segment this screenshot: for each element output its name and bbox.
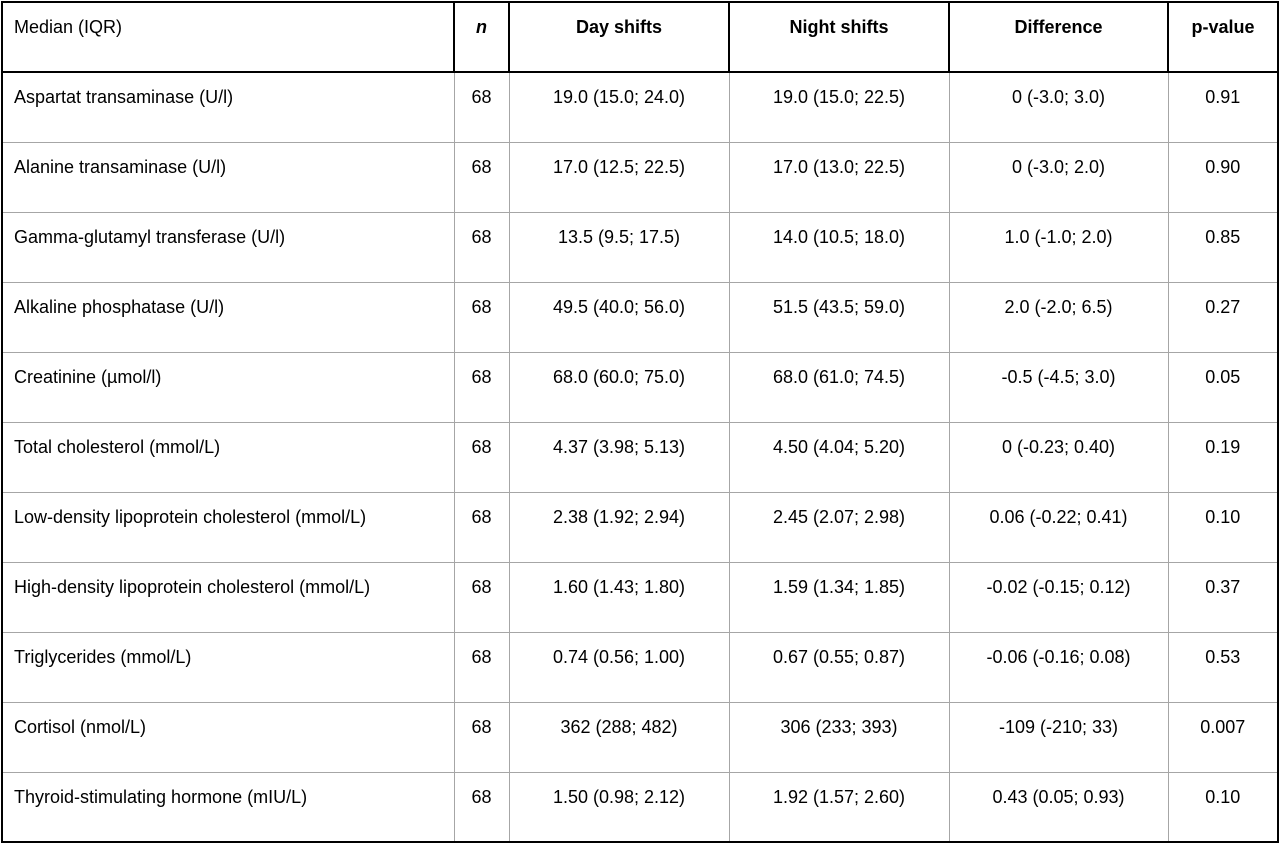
- row-p-value: 0.53: [1167, 631, 1279, 703]
- row-night-shifts: 2.45 (2.07; 2.98): [728, 491, 950, 563]
- row-label: Triglycerides (mmol/L): [1, 631, 455, 703]
- row-day-shifts: 362 (288; 482): [508, 701, 730, 773]
- row-night-shifts: 51.5 (43.5; 59.0): [728, 281, 950, 353]
- table-row: Alkaline phosphatase (U/l) 68 49.5 (40.0…: [1, 281, 1279, 353]
- table-row: Thyroid-stimulating hormone (mIU/L) 68 1…: [1, 771, 1279, 843]
- row-label: Alanine transaminase (U/l): [1, 141, 455, 213]
- table-row: High-density lipoprotein cholesterol (mm…: [1, 561, 1279, 633]
- row-label: Gamma-glutamyl transferase (U/l): [1, 211, 455, 283]
- row-day-shifts: 2.38 (1.92; 2.94): [508, 491, 730, 563]
- row-difference: 1.0 (-1.0; 2.0): [948, 211, 1169, 283]
- row-night-shifts: 1.59 (1.34; 1.85): [728, 561, 950, 633]
- row-night-shifts: 1.92 (1.57; 2.60): [728, 771, 950, 843]
- row-n: 68: [453, 561, 510, 633]
- table-row: Triglycerides (mmol/L) 68 0.74 (0.56; 1.…: [1, 631, 1279, 703]
- row-difference: 0 (-0.23; 0.40): [948, 421, 1169, 493]
- row-n: 68: [453, 421, 510, 493]
- row-n: 68: [453, 211, 510, 283]
- header-median-iqr: Median (IQR): [1, 1, 455, 73]
- row-n: 68: [453, 281, 510, 353]
- row-day-shifts: 1.50 (0.98; 2.12): [508, 771, 730, 843]
- table-row: Total cholesterol (mmol/L) 68 4.37 (3.98…: [1, 421, 1279, 493]
- row-night-shifts: 4.50 (4.04; 5.20): [728, 421, 950, 493]
- row-day-shifts: 19.0 (15.0; 24.0): [508, 71, 730, 143]
- row-day-shifts: 17.0 (12.5; 22.5): [508, 141, 730, 213]
- table-row: Gamma-glutamyl transferase (U/l) 68 13.5…: [1, 211, 1279, 283]
- row-day-shifts: 1.60 (1.43; 1.80): [508, 561, 730, 633]
- row-p-value: 0.007: [1167, 701, 1279, 773]
- row-difference: 2.0 (-2.0; 6.5): [948, 281, 1169, 353]
- row-difference: -0.06 (-0.16; 0.08): [948, 631, 1169, 703]
- row-label: Thyroid-stimulating hormone (mIU/L): [1, 771, 455, 843]
- row-n: 68: [453, 771, 510, 843]
- row-label: Cortisol (nmol/L): [1, 701, 455, 773]
- row-difference: 0.06 (-0.22; 0.41): [948, 491, 1169, 563]
- row-n: 68: [453, 71, 510, 143]
- row-p-value: 0.10: [1167, 491, 1279, 563]
- row-p-value: 0.37: [1167, 561, 1279, 633]
- row-label: Aspartat transaminase (U/l): [1, 71, 455, 143]
- row-label: Alkaline phosphatase (U/l): [1, 281, 455, 353]
- row-difference: -0.02 (-0.15; 0.12): [948, 561, 1169, 633]
- row-difference: 0.43 (0.05; 0.93): [948, 771, 1169, 843]
- row-p-value: 0.10: [1167, 771, 1279, 843]
- table-row: Aspartat transaminase (U/l) 68 19.0 (15.…: [1, 71, 1279, 143]
- row-night-shifts: 19.0 (15.0; 22.5): [728, 71, 950, 143]
- row-label: High-density lipoprotein cholesterol (mm…: [1, 561, 455, 633]
- table-header: Median (IQR) n Day shifts Night shifts D…: [1, 1, 1279, 73]
- table-row: Creatinine (µmol/l) 68 68.0 (60.0; 75.0)…: [1, 351, 1279, 423]
- row-p-value: 0.27: [1167, 281, 1279, 353]
- row-p-value: 0.05: [1167, 351, 1279, 423]
- row-p-value: 0.19: [1167, 421, 1279, 493]
- row-night-shifts: 17.0 (13.0; 22.5): [728, 141, 950, 213]
- header-difference: Difference: [948, 1, 1169, 73]
- row-n: 68: [453, 491, 510, 563]
- row-day-shifts: 68.0 (60.0; 75.0): [508, 351, 730, 423]
- row-p-value: 0.90: [1167, 141, 1279, 213]
- table-row: Cortisol (nmol/L) 68 362 (288; 482) 306 …: [1, 701, 1279, 773]
- row-difference: 0 (-3.0; 3.0): [948, 71, 1169, 143]
- table-row: Alanine transaminase (U/l) 68 17.0 (12.5…: [1, 141, 1279, 213]
- row-difference: -0.5 (-4.5; 3.0): [948, 351, 1169, 423]
- row-p-value: 0.85: [1167, 211, 1279, 283]
- table-body: Aspartat transaminase (U/l) 68 19.0 (15.…: [1, 71, 1279, 843]
- row-n: 68: [453, 351, 510, 423]
- row-p-value: 0.91: [1167, 71, 1279, 143]
- row-difference: -109 (-210; 33): [948, 701, 1169, 773]
- row-n: 68: [453, 631, 510, 703]
- row-n: 68: [453, 141, 510, 213]
- row-night-shifts: 0.67 (0.55; 0.87): [728, 631, 950, 703]
- header-row: Median (IQR) n Day shifts Night shifts D…: [1, 1, 1279, 73]
- header-day-shifts: Day shifts: [508, 1, 730, 73]
- row-label: Low-density lipoprotein cholesterol (mmo…: [1, 491, 455, 563]
- row-day-shifts: 0.74 (0.56; 1.00): [508, 631, 730, 703]
- row-night-shifts: 306 (233; 393): [728, 701, 950, 773]
- row-label: Creatinine (µmol/l): [1, 351, 455, 423]
- header-n: n: [453, 1, 510, 73]
- row-day-shifts: 13.5 (9.5; 17.5): [508, 211, 730, 283]
- row-n: 68: [453, 701, 510, 773]
- row-day-shifts: 49.5 (40.0; 56.0): [508, 281, 730, 353]
- row-night-shifts: 68.0 (61.0; 74.5): [728, 351, 950, 423]
- table-row: Low-density lipoprotein cholesterol (mmo…: [1, 491, 1279, 563]
- row-label: Total cholesterol (mmol/L): [1, 421, 455, 493]
- header-night-shifts: Night shifts: [728, 1, 950, 73]
- row-difference: 0 (-3.0; 2.0): [948, 141, 1169, 213]
- row-night-shifts: 14.0 (10.5; 18.0): [728, 211, 950, 283]
- header-p-value: p-value: [1167, 1, 1279, 73]
- row-day-shifts: 4.37 (3.98; 5.13): [508, 421, 730, 493]
